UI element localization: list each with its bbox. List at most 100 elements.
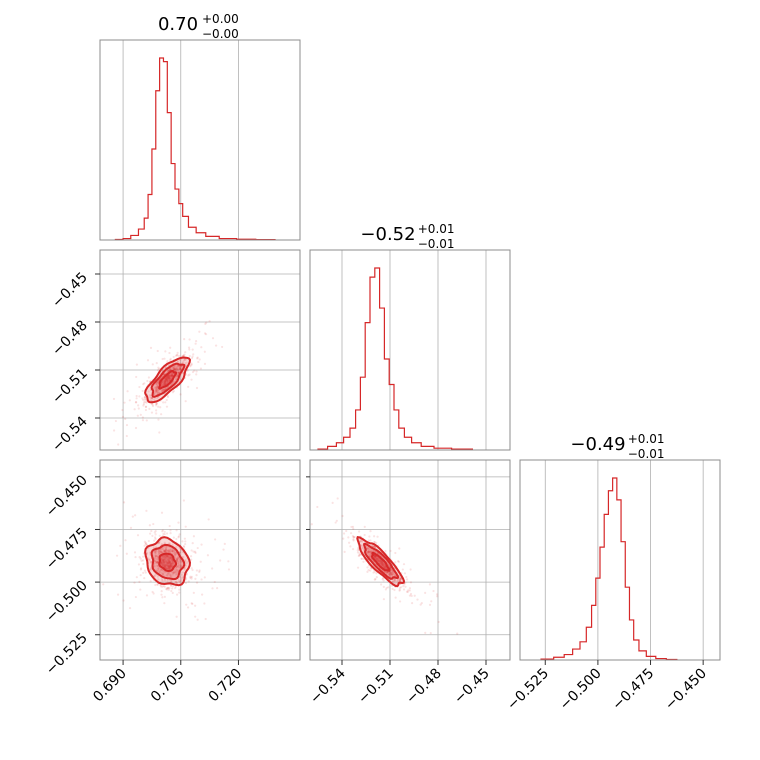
sample-point [369, 530, 372, 533]
sample-point [387, 564, 391, 567]
sample-point [160, 569, 163, 572]
sample-point [158, 552, 161, 555]
sample-point [177, 562, 180, 565]
sample-point [184, 581, 187, 585]
sample-point [155, 409, 158, 412]
sample-point [141, 389, 144, 393]
x-tick-label-p3-1: −0.500 [557, 666, 605, 714]
sample-point [162, 559, 165, 562]
sample-point [369, 569, 372, 572]
sample-point [179, 368, 182, 371]
sample-point [184, 560, 187, 563]
sample-point [394, 596, 397, 599]
sample-point [368, 551, 371, 554]
sample-point [163, 565, 166, 568]
sample-point [164, 564, 168, 567]
sample-point [151, 590, 154, 594]
sample-point [177, 368, 180, 371]
sample-point [168, 377, 171, 380]
sample-point [169, 374, 172, 378]
sample-point [169, 374, 172, 377]
sample-point [172, 570, 175, 573]
sample-point [178, 591, 181, 594]
sample-point [367, 539, 370, 542]
sample-point [153, 536, 157, 539]
sample-point [144, 400, 147, 404]
sample-point [392, 571, 395, 575]
sample-point [140, 567, 143, 570]
x-tick-label-p1-2: 0.720 [206, 666, 246, 706]
sample-point [186, 369, 189, 372]
sample-point [393, 579, 396, 582]
y-tick-label-p2-2: −0.48 [49, 318, 91, 360]
sample-point [167, 377, 170, 380]
sample-point [176, 371, 180, 374]
sample-point [386, 571, 389, 574]
sample-point [178, 367, 182, 370]
sample-point [183, 353, 186, 356]
sample-point [178, 580, 181, 583]
sample-point [177, 563, 180, 566]
sample-point [374, 577, 377, 581]
sample-point [154, 552, 157, 555]
sample-point [184, 558, 187, 562]
sample-point [168, 566, 171, 569]
sample-point [162, 383, 165, 386]
sample-point [153, 560, 157, 563]
sample-point [133, 408, 136, 411]
sample-point [154, 533, 157, 536]
sample-point [157, 569, 160, 572]
sample-point [167, 564, 170, 568]
sample-point [168, 560, 171, 563]
sample-point [185, 603, 188, 606]
sample-point [174, 557, 177, 560]
sample-point [164, 558, 167, 561]
sample-point [157, 366, 160, 369]
sample-point [134, 426, 138, 430]
sample-point [128, 399, 131, 402]
sample-point [176, 557, 179, 560]
sample-point [151, 403, 154, 406]
sample-point [160, 388, 163, 392]
frame-2d [309, 459, 511, 661]
sample-point [179, 550, 182, 554]
frame-hist-p3 [519, 459, 721, 661]
sample-point [179, 365, 182, 368]
sample-point [165, 378, 168, 381]
sample-point [168, 557, 171, 560]
sample-point [172, 367, 175, 371]
sample-point [162, 381, 165, 384]
sample-point [372, 549, 375, 552]
sample-point [381, 563, 384, 566]
sample-point [175, 565, 179, 569]
sample-point [378, 559, 381, 562]
sample-point [182, 544, 185, 548]
sample-point [184, 577, 188, 580]
sample-point [189, 575, 192, 578]
sample-point [172, 571, 175, 574]
sample-point [148, 551, 152, 554]
sample-point [153, 575, 156, 578]
sample-point [377, 559, 380, 563]
sample-point [166, 376, 170, 379]
sample-point [176, 559, 179, 562]
sample-point [390, 572, 393, 575]
sample-point [331, 501, 334, 504]
sample-point [139, 413, 142, 416]
sample-point [158, 367, 161, 370]
sample-point [158, 431, 161, 434]
sample-point [171, 374, 174, 377]
sample-point [168, 559, 171, 562]
sample-point [369, 548, 372, 551]
sample-point [176, 557, 179, 560]
sample-point [164, 548, 167, 551]
sample-point [316, 505, 319, 509]
sample-point [142, 398, 145, 402]
sample-point [166, 561, 169, 565]
sample-point [122, 501, 126, 504]
sample-point [227, 568, 231, 571]
sample-point [398, 547, 401, 550]
sample-point [142, 403, 145, 406]
sample-point [156, 385, 159, 388]
